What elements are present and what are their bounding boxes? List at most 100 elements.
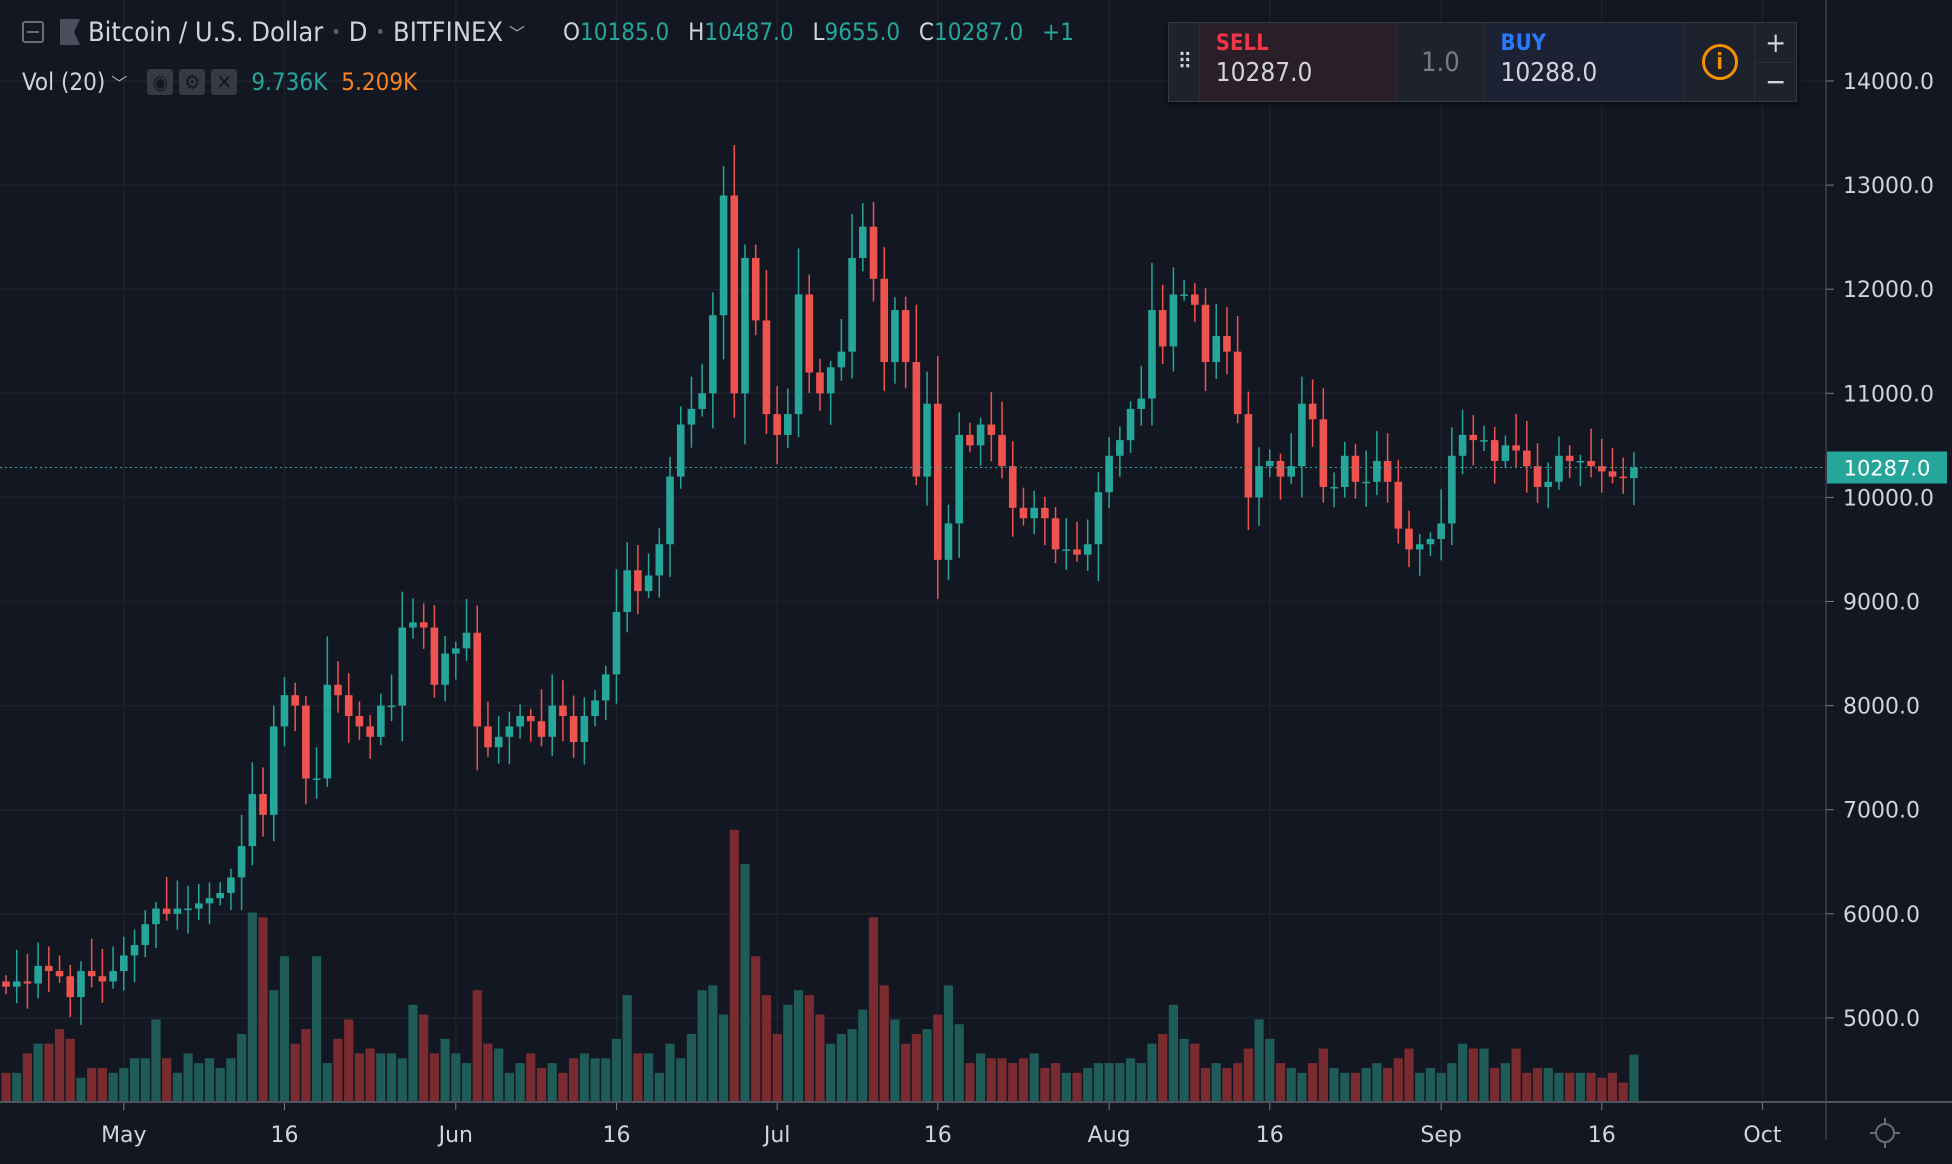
volume-bar	[1222, 1067, 1232, 1102]
volume-bar	[976, 1053, 986, 1102]
volume-bar	[354, 1053, 365, 1102]
exchange[interactable]: BITFINEX	[393, 16, 503, 48]
candle	[1490, 426, 1499, 484]
volume-bar	[1254, 1019, 1264, 1102]
decrease-quantity-button[interactable]: −	[1765, 65, 1787, 99]
candle	[45, 946, 53, 993]
candle-body	[1148, 310, 1156, 399]
candle-body	[1576, 460, 1585, 463]
volume-bar	[247, 912, 257, 1102]
volume-bar	[76, 1077, 86, 1102]
volume-bar	[172, 1072, 182, 1102]
candle-body	[1062, 549, 1071, 551]
candle-body	[1630, 467, 1638, 479]
candle	[966, 422, 974, 453]
volume-bar	[1147, 1043, 1157, 1102]
candle-body	[430, 627, 439, 685]
candle-body	[452, 648, 460, 654]
candle-body	[387, 705, 396, 708]
candle-body	[1116, 440, 1124, 456]
drag-handle-icon[interactable]: ⠿	[1169, 23, 1200, 101]
volume-bar	[483, 1043, 493, 1102]
volume-bar	[644, 1053, 654, 1102]
candle	[559, 680, 567, 742]
candle	[1265, 449, 1274, 478]
price-axis[interactable]: 14000.0 13000.0 12000.0 11000.0 10000.0 9000.…	[1826, 70, 1934, 1032]
candle-body	[859, 226, 867, 258]
candle	[1298, 376, 1306, 498]
time-tick-label: Sep	[1420, 1123, 1461, 1148]
time-tick-label: May	[101, 1123, 146, 1148]
candle-body	[473, 632, 482, 727]
candle	[944, 504, 953, 580]
candle-body	[1565, 455, 1574, 461]
candle	[452, 641, 460, 680]
time-axis[interactable]: May 16 Jun 16 Jul 16 Aug 16 Sep 16 Oct	[101, 1103, 1782, 1148]
candle	[323, 636, 332, 787]
candle	[366, 715, 374, 759]
collapse-icon[interactable]	[22, 21, 44, 43]
quantity-field[interactable]: 1.0	[1396, 23, 1485, 101]
volume-bar	[879, 985, 889, 1102]
buy-button[interactable]: BUY 10288.0	[1484, 23, 1684, 101]
candle-body	[537, 721, 546, 737]
candle	[1415, 533, 1424, 576]
candle	[1340, 441, 1349, 498]
volume-bar	[526, 1053, 536, 1102]
eye-icon[interactable]: ◉	[147, 69, 174, 95]
candle	[1287, 433, 1295, 484]
candle	[869, 202, 878, 302]
candle	[1523, 421, 1531, 493]
candle-body	[344, 695, 353, 717]
candle	[344, 673, 353, 743]
candle	[1555, 436, 1563, 490]
volume-bar	[590, 1058, 600, 1102]
candle-body	[87, 971, 96, 977]
candle-body	[66, 976, 75, 998]
volume-bar	[772, 1033, 782, 1102]
chevron-down-icon[interactable]: ﹀	[111, 74, 128, 93]
trading-panel: ⠿ SELL 10287.0 1.0 BUY 10288.0 i + −	[1168, 22, 1797, 102]
candle-body	[205, 898, 214, 904]
chevron-down-icon[interactable]: ﹀	[508, 24, 525, 43]
symbol-title[interactable]: Bitcoin / U.S. Dollar	[88, 16, 324, 48]
candle	[987, 392, 996, 462]
candle	[1330, 472, 1338, 508]
time-tick-label: Jul	[762, 1123, 791, 1148]
volume-bar	[1436, 1072, 1446, 1102]
chart-settings-icon[interactable]	[1870, 1118, 1900, 1148]
info-button[interactable]: i	[1684, 23, 1754, 101]
candle	[34, 942, 42, 999]
candle	[666, 456, 674, 577]
volume-bar	[901, 1043, 911, 1102]
volume-bar	[515, 1063, 525, 1102]
volume-bar	[708, 985, 718, 1102]
volume-bar	[1029, 1053, 1039, 1102]
gear-icon[interactable]: ⚙	[179, 69, 206, 95]
candle	[751, 244, 760, 336]
low-value: 9655.0	[824, 18, 901, 46]
candle	[312, 747, 321, 799]
sell-button[interactable]: SELL 10287.0	[1199, 23, 1397, 101]
candle-body	[719, 195, 728, 316]
buy-price: 10288.0	[1500, 58, 1598, 88]
candle	[173, 880, 182, 930]
candle-body	[291, 695, 299, 706]
price-tick-label: 7000.0	[1843, 799, 1920, 824]
interval[interactable]: D	[348, 16, 368, 48]
candle-body	[1030, 507, 1038, 519]
volume-indicator-label[interactable]: Vol (20)	[22, 68, 106, 96]
candle	[1608, 447, 1617, 484]
candle	[1362, 450, 1370, 507]
close-icon[interactable]: ✕	[211, 69, 238, 95]
volume-bar	[1361, 1067, 1371, 1102]
volume-bar	[33, 1043, 43, 1102]
increase-quantity-button[interactable]: +	[1755, 23, 1797, 63]
candle	[12, 949, 21, 1004]
volume-bar	[140, 1058, 150, 1102]
candle-body	[1544, 481, 1553, 487]
volume-bar	[1554, 1072, 1564, 1102]
candle-body	[1340, 455, 1349, 487]
candle	[152, 901, 160, 949]
